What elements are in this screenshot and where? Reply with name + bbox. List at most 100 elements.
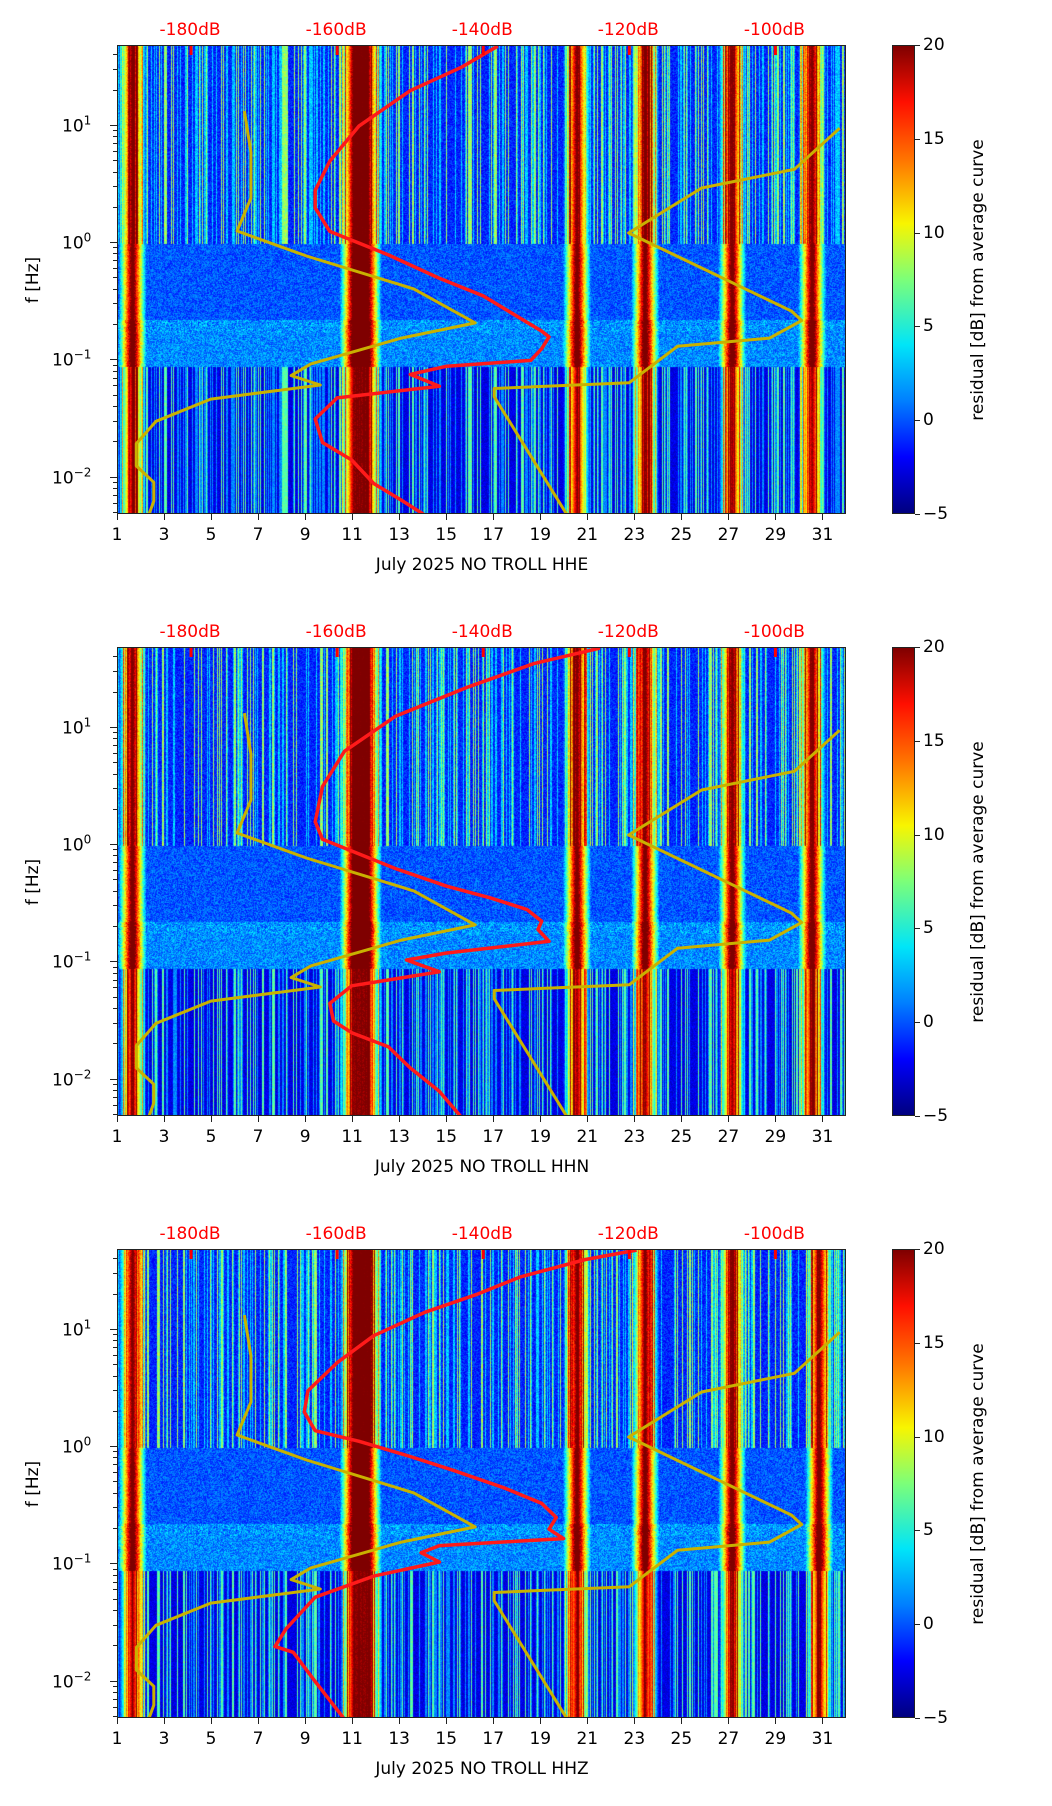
x-tick-mark [728,514,730,520]
db-axis-label: -100dB [743,20,805,40]
y-minor-tick [113,1507,117,1509]
y-minor-tick [113,394,117,396]
x-tick-label: 9 [299,525,311,545]
y-minor-tick [113,150,117,152]
db-tick-mark [335,1250,339,1259]
y-minor-tick [113,303,117,305]
y-tick-label: 100 [62,1434,92,1458]
x-tick-mark [587,1718,589,1724]
colorbar-tick-label: 20 [923,637,945,657]
x-tick-mark [681,1116,683,1122]
x-tick-label: 29 [764,1729,787,1749]
db-tick-mark [481,648,485,657]
x-tick-mark [399,514,401,520]
colorbar-tick-mark [915,1249,920,1250]
y-minor-tick [113,972,117,974]
y-tick-mark [110,1328,117,1330]
colorbar-tick-label: 10 [923,1426,945,1447]
y-minor-tick [113,762,117,764]
x-axis-title: July 2025 NO TROLL HHN [374,1157,590,1177]
x-tick-label: 13 [388,1729,411,1749]
x-tick-label: 25 [670,525,693,545]
y-minor-tick [113,1113,117,1115]
y-minor-tick [113,406,117,408]
colorbar [892,1249,915,1718]
x-tick-mark [211,1116,213,1122]
x-tick-label: 17 [482,1127,505,1147]
x-tick-label: 15 [435,525,458,545]
y-minor-tick [113,1528,117,1530]
db-axis-label: -180dB [159,622,221,642]
x-tick-label: 1 [111,1127,123,1147]
x-tick-mark [493,1116,495,1122]
x-tick-mark [493,1718,495,1724]
colorbar-tick-mark [915,1022,920,1024]
y-minor-tick [113,1581,117,1583]
x-tick-label: 29 [764,1127,787,1147]
y-minor-tick [113,54,117,56]
y-axis-title: f [Hz] [23,858,43,906]
colorbar-tick-mark [915,514,920,515]
db-tick-mark [335,648,339,657]
y-tick-label: 101 [62,715,92,739]
x-tick-label: 1 [111,1729,123,1749]
y-minor-tick [113,862,117,864]
x-tick-label: 7 [252,1127,264,1147]
y-minor-tick [113,1598,117,1600]
db-tick-mark [773,1250,777,1259]
db-axis-label: -100dB [743,622,805,642]
x-tick-mark [352,1116,354,1122]
db-axis-label: -120dB [597,622,659,642]
x-tick-mark [117,514,118,520]
x-axis-title: July 2025 NO TROLL HHZ [375,1759,589,1779]
series-line-nlnm [134,110,477,513]
x-tick-mark [305,514,307,520]
x-tick-mark [258,514,260,520]
y-minor-tick [113,420,117,422]
db-tick-mark [189,648,193,657]
colorbar-title: residual [dB] from average curve [968,741,988,1023]
y-minor-tick [113,996,117,998]
series-line-nlnm [134,712,477,1115]
colorbar-tick-label: 15 [923,1332,945,1353]
x-tick-label: 5 [205,525,217,545]
x-tick-label: 27 [717,1127,740,1147]
x-tick-label: 17 [482,1729,505,1749]
db-axis-label: -180dB [159,1224,221,1244]
x-tick-label: 27 [717,1729,740,1749]
y-tick-label: 100 [62,832,92,856]
spectrogram-plot-area [117,1249,846,1718]
y-minor-tick [113,143,117,145]
x-tick-mark [446,1116,448,1122]
db-axis-label: -160dB [305,20,367,40]
y-tick-label: 10−2 [52,1067,92,1090]
x-tick-label: 13 [388,525,411,545]
y-minor-tick [113,979,117,981]
y-minor-tick [113,206,117,208]
y-minor-tick [113,441,117,443]
db-tick-mark [189,1250,193,1259]
y-minor-tick [113,1340,117,1342]
x-tick-label: 21 [576,1127,599,1147]
colorbar-tick-label: 0 [923,410,934,431]
y-minor-tick [113,68,117,70]
y-minor-tick [113,1104,117,1106]
x-tick-mark [634,514,636,520]
x-tick-label: 7 [252,525,264,545]
y-minor-tick [113,752,117,754]
x-tick-mark [352,1718,354,1724]
x-tick-label: 31 [811,1127,834,1147]
y-tick-mark [110,476,117,478]
colorbar-title: residual [dB] from average curve [968,139,988,421]
x-tick-mark [305,1718,307,1724]
x-tick-mark [775,1116,777,1122]
y-minor-tick [113,1390,117,1392]
colorbar-tick-mark [915,1116,920,1117]
y-minor-tick [113,130,117,132]
x-tick-label: 9 [299,1127,311,1147]
x-tick-mark [822,514,824,520]
y-minor-tick [113,966,117,968]
colorbar-tick-mark [915,326,920,328]
y-tick-mark [110,1078,117,1080]
y-minor-tick [113,370,117,372]
